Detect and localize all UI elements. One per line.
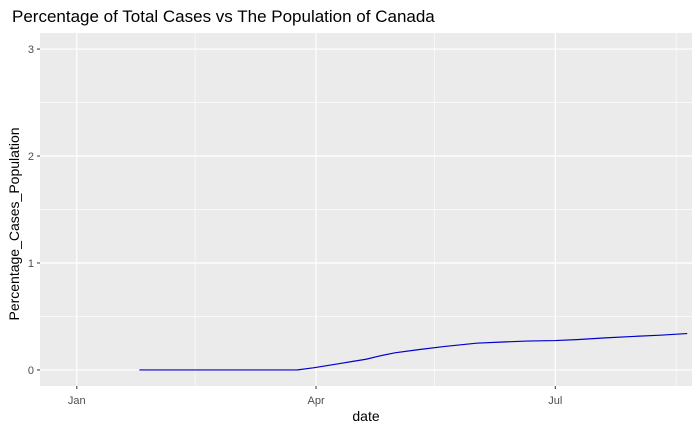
series-line: [139, 332, 688, 371]
y-axis-title: Percentage_Cases_Population: [6, 127, 22, 320]
x-tick-label: Jul: [548, 395, 562, 407]
chart-title: Percentage of Total Cases vs The Populat…: [12, 7, 435, 26]
tick-layer: Jan Apr Jul 0 1 2 3: [28, 44, 562, 407]
grid-lines: [40, 33, 692, 386]
y-tick-label: 3: [28, 44, 34, 56]
y-tick-label: 1: [28, 258, 34, 270]
x-axis-title: date: [352, 408, 379, 424]
series-layer: [139, 332, 688, 371]
y-tick-label: 2: [28, 151, 34, 163]
y-tick-label: 0: [28, 365, 34, 377]
x-tick-label: Jan: [68, 395, 86, 407]
x-tick-label: Apr: [307, 395, 324, 407]
